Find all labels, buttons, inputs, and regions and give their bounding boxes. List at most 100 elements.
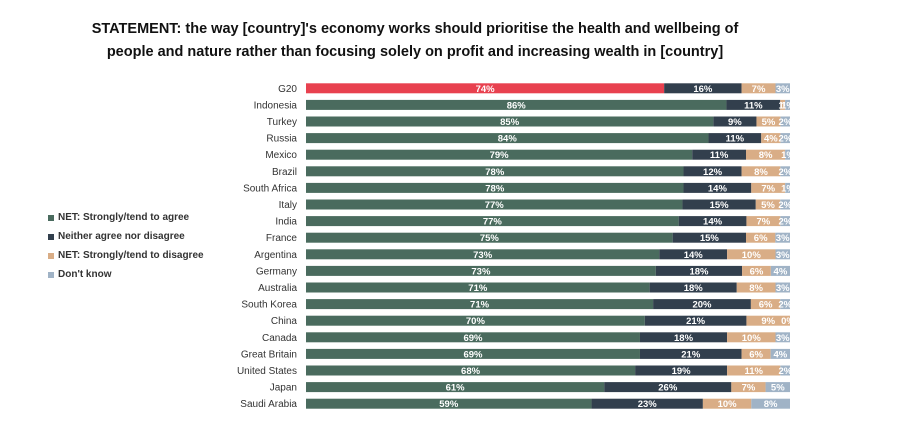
category-label-india: India xyxy=(275,217,297,228)
data-label-italy-agree: 77% xyxy=(485,200,505,211)
data-label-japan-agree: 61% xyxy=(446,383,466,394)
bar-russia-neither xyxy=(708,133,762,144)
bar-saudi-arabia-agree xyxy=(306,398,592,409)
data-label-italy-dontknow: 2% xyxy=(778,200,792,211)
data-label-china-neither: 21% xyxy=(686,316,706,327)
data-label-canada-agree: 69% xyxy=(463,333,483,344)
bar-france-neither xyxy=(672,232,746,243)
data-label-mexico-neither: 11% xyxy=(710,150,729,161)
category-label-japan: Japan xyxy=(270,383,297,394)
data-label-australia-disagree: 8% xyxy=(749,283,763,294)
bar-brazil-disagree xyxy=(741,166,781,177)
bar-australia-disagree xyxy=(736,282,776,293)
bar-argentina-dontknow xyxy=(775,249,790,260)
data-label-brazil-disagree: 8% xyxy=(754,167,768,178)
bar-germany-dontknow xyxy=(770,265,790,276)
bar-united-states-agree xyxy=(306,365,636,376)
data-label-saudi-arabia-dontknow: 8% xyxy=(764,399,778,410)
bar-south-korea-dontknow xyxy=(780,299,790,310)
bar-india-disagree xyxy=(746,216,781,227)
bar-turkey-disagree xyxy=(756,116,781,127)
legend-item-dontknow: Don't know xyxy=(48,265,204,284)
bar-canada-dontknow xyxy=(775,332,790,343)
data-label-united-states-neither: 19% xyxy=(672,366,692,377)
data-label-south-africa-agree: 78% xyxy=(485,183,505,194)
data-label-turkey-dontknow: 2% xyxy=(779,117,793,128)
legend-swatch-agree xyxy=(48,214,54,221)
data-label-turkey-agree: 85% xyxy=(500,117,520,128)
category-label-mexico: Mexico xyxy=(265,150,297,161)
bar-france-disagree xyxy=(746,232,776,243)
data-label-saudi-arabia-disagree: 10% xyxy=(718,399,738,410)
bar-argentina-neither xyxy=(659,249,728,260)
data-label-indonesia-neither: 11% xyxy=(744,100,763,111)
data-label-india-neither: 14% xyxy=(703,217,723,228)
data-label-south-africa-dontknow: 1% xyxy=(781,183,795,194)
data-label-south-africa-disagree: 7% xyxy=(761,183,775,194)
bar-france-agree xyxy=(306,232,673,243)
category-label-china: China xyxy=(271,316,298,327)
legend-label-dontknow: Don't know xyxy=(58,269,112,280)
bar-saudi-arabia-neither xyxy=(591,398,703,409)
data-label-united-states-agree: 68% xyxy=(461,366,481,377)
data-label-argentina-neither: 14% xyxy=(684,250,704,261)
bar-brazil-dontknow xyxy=(780,166,790,177)
data-label-germany-agree: 73% xyxy=(471,266,491,277)
data-label-russia-neither: 11% xyxy=(726,134,745,145)
bar-australia-neither xyxy=(649,282,737,293)
data-label-japan-neither: 26% xyxy=(658,383,678,394)
data-label-india-disagree: 7% xyxy=(757,217,771,228)
bar-united-states-disagree xyxy=(727,365,781,376)
bar-turkey-dontknow xyxy=(780,116,790,127)
bar-canada-agree xyxy=(306,332,640,343)
data-label-turkey-neither: 9% xyxy=(728,117,742,128)
data-label-great-britain-agree: 69% xyxy=(463,349,483,360)
bar-south-africa-disagree xyxy=(751,182,786,193)
data-label-g20-agree: 74% xyxy=(476,84,496,95)
data-label-france-neither: 15% xyxy=(700,233,720,244)
bar-united-states-dontknow xyxy=(780,365,790,376)
data-label-argentina-agree: 73% xyxy=(473,250,493,261)
bar-russia-dontknow xyxy=(780,133,790,144)
bar-china-disagree xyxy=(746,315,790,326)
bar-indonesia-agree xyxy=(306,99,727,110)
data-label-canada-neither: 18% xyxy=(674,333,694,344)
bar-canada-neither xyxy=(639,332,728,343)
bar-italy-neither xyxy=(682,199,756,210)
bar-india-agree xyxy=(306,216,679,227)
data-label-japan-disagree: 7% xyxy=(742,383,756,394)
category-label-indonesia: Indonesia xyxy=(254,100,298,111)
bar-russia-agree xyxy=(306,133,709,144)
bar-italy-disagree xyxy=(755,199,781,210)
data-label-g20-disagree: 7% xyxy=(752,84,766,95)
bar-south-africa-dontknow xyxy=(785,182,790,193)
category-label-south-korea: South Korea xyxy=(241,300,297,311)
legend-swatch-disagree xyxy=(48,252,54,259)
data-label-france-dontknow: 3% xyxy=(776,233,790,244)
data-label-india-dontknow: 2% xyxy=(778,217,792,228)
data-label-australia-neither: 18% xyxy=(684,283,704,294)
bar-brazil-neither xyxy=(683,166,742,177)
legend-item-disagree: NET: Strongly/tend to disagree xyxy=(48,246,204,265)
bar-china-neither xyxy=(644,315,747,326)
category-label-south-africa: South Africa xyxy=(243,183,297,194)
legend-item-neither: Neither agree nor disagree xyxy=(48,227,204,246)
bar-indonesia-dontknow xyxy=(785,99,790,110)
bar-south-africa-neither xyxy=(683,182,752,193)
data-label-canada-dontknow: 3% xyxy=(776,333,790,344)
category-label-g20: G20 xyxy=(278,84,297,95)
data-label-italy-neither: 15% xyxy=(710,200,730,211)
bar-india-dontknow xyxy=(780,216,790,227)
chart-title-line-1: STATEMENT: the way [country]'s economy w… xyxy=(91,21,739,37)
chart-title: STATEMENT: the way [country]'s economy w… xyxy=(0,18,830,64)
bar-south-korea-agree xyxy=(306,299,654,310)
data-label-south-korea-dontknow: 2% xyxy=(778,300,792,311)
data-label-south-korea-agree: 71% xyxy=(470,300,490,311)
bar-italy-dontknow xyxy=(780,199,790,210)
data-label-argentina-disagree: 10% xyxy=(742,250,762,261)
data-label-turkey-disagree: 5% xyxy=(762,117,776,128)
bar-mexico-agree xyxy=(306,149,693,160)
bar-south-africa-agree xyxy=(306,182,684,193)
data-label-great-britain-neither: 21% xyxy=(681,349,701,360)
data-label-united-states-disagree: 11% xyxy=(744,366,763,377)
